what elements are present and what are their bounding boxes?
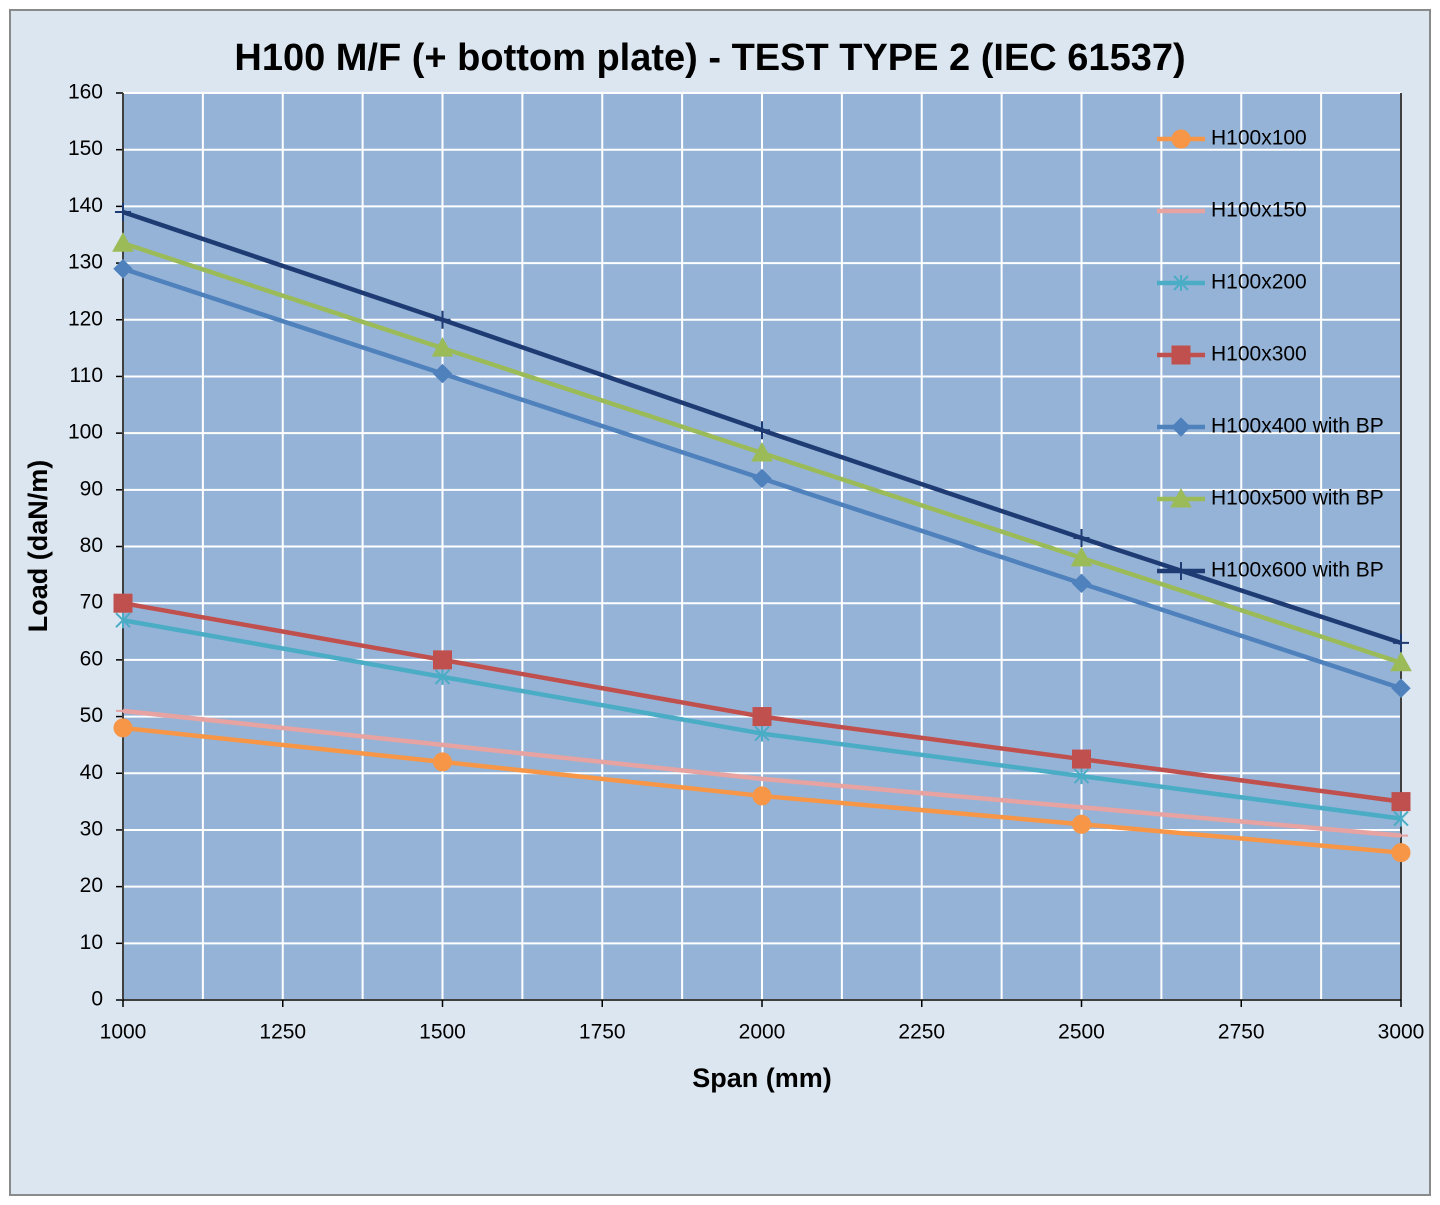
y-tick-label: 50 bbox=[80, 704, 103, 727]
x-tick-label: 1000 bbox=[100, 1021, 147, 1044]
marker bbox=[434, 310, 451, 329]
legend-label: H100x600 with BP bbox=[1211, 559, 1384, 582]
legend-label: H100x400 with BP bbox=[1211, 415, 1384, 438]
y-tick-label: 140 bbox=[68, 194, 103, 217]
marker bbox=[113, 718, 133, 738]
x-tick-label: 3000 bbox=[1378, 1021, 1425, 1044]
y-tick-label: 150 bbox=[68, 137, 103, 160]
marker bbox=[1391, 678, 1411, 698]
y-tick-label: 90 bbox=[80, 477, 103, 500]
y-tick-label: 10 bbox=[80, 931, 103, 954]
x-tick-label: 1750 bbox=[579, 1021, 626, 1044]
y-tick-label: 0 bbox=[91, 988, 103, 1011]
marker bbox=[1170, 487, 1192, 508]
y-tick-label: 130 bbox=[68, 251, 103, 274]
chart-title: H100 M/F (+ bottom plate) - TEST TYPE 2 … bbox=[234, 37, 1185, 79]
marker bbox=[752, 468, 772, 489]
legend-label: H100x300 bbox=[1211, 343, 1307, 366]
marker bbox=[1391, 843, 1411, 863]
marker bbox=[1391, 792, 1411, 812]
y-tick-label: 80 bbox=[80, 534, 103, 557]
marker bbox=[115, 612, 131, 629]
y-axis-label: Load (daN/m) bbox=[23, 460, 53, 633]
marker bbox=[1171, 345, 1191, 365]
marker bbox=[754, 421, 770, 440]
marker bbox=[1173, 562, 1189, 580]
marker bbox=[751, 441, 773, 462]
marker bbox=[1171, 417, 1191, 437]
x-tick-label: 1250 bbox=[259, 1021, 306, 1044]
legend-label: H100x100 bbox=[1211, 127, 1307, 150]
y-tick-label: 40 bbox=[80, 761, 103, 784]
y-tick-label: 100 bbox=[68, 421, 103, 444]
marker bbox=[1173, 275, 1189, 291]
y-tick-label: 60 bbox=[80, 647, 103, 670]
marker bbox=[432, 363, 453, 384]
marker bbox=[752, 786, 772, 806]
legend-label: H100x150 bbox=[1211, 199, 1307, 222]
marker bbox=[433, 650, 452, 670]
marker bbox=[431, 337, 454, 357]
x-axis-label: Span (mm) bbox=[692, 1063, 832, 1093]
marker bbox=[1390, 651, 1412, 672]
x-tick-label: 2250 bbox=[898, 1021, 945, 1044]
marker bbox=[113, 593, 133, 613]
marker bbox=[754, 725, 770, 742]
marker bbox=[752, 707, 772, 727]
marker bbox=[1073, 528, 1090, 547]
marker bbox=[1072, 749, 1091, 769]
marker bbox=[115, 203, 131, 222]
y-tick-label: 20 bbox=[80, 874, 103, 897]
marker bbox=[433, 752, 452, 772]
y-tick-label: 160 bbox=[68, 81, 103, 104]
y-tick-label: 110 bbox=[70, 364, 103, 387]
x-tick-label: 2750 bbox=[1218, 1021, 1265, 1044]
marker bbox=[1071, 573, 1092, 594]
marker bbox=[434, 668, 451, 685]
marker bbox=[112, 232, 134, 252]
x-tick-label: 1500 bbox=[419, 1021, 466, 1044]
marker bbox=[1393, 633, 1409, 652]
marker bbox=[113, 259, 133, 279]
marker bbox=[1072, 814, 1091, 834]
y-tick-label: 30 bbox=[80, 817, 103, 840]
marker bbox=[1070, 546, 1093, 567]
marker bbox=[1073, 768, 1090, 785]
x-tick-label: 2500 bbox=[1058, 1021, 1105, 1044]
legend-label: H100x500 with BP bbox=[1211, 487, 1384, 510]
marker bbox=[1171, 129, 1191, 149]
y-tick-label: 120 bbox=[68, 307, 103, 330]
legend-label: H100x200 bbox=[1211, 271, 1307, 294]
x-tick-label: 2000 bbox=[739, 1021, 786, 1044]
marker bbox=[1393, 810, 1409, 827]
y-tick-label: 70 bbox=[80, 591, 103, 614]
